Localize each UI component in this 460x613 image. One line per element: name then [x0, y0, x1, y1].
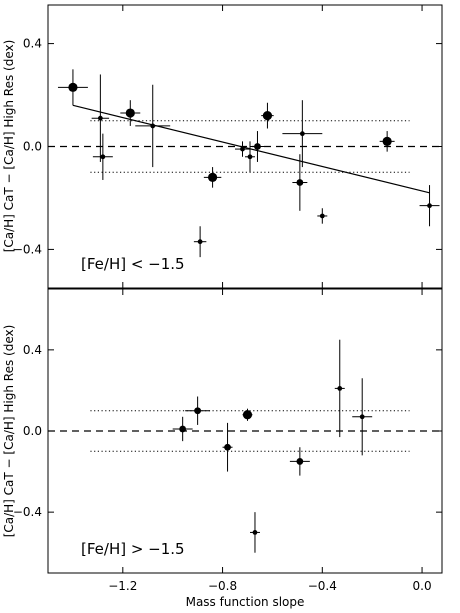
y-tick-label: 0.0: [23, 140, 42, 154]
data-point: [382, 136, 392, 146]
y-tick-label: 0.4: [23, 37, 42, 51]
fit-line: [72, 104, 430, 194]
data-point: [337, 386, 343, 391]
data-point: [207, 172, 218, 182]
panel-metal-rich: 0.4 0.0 −0.4 [Fe/H] > −1.5: [13, 288, 443, 574]
y-tick-label: −0.4: [13, 242, 42, 256]
data-point: [97, 115, 103, 121]
data-point: [240, 146, 245, 152]
data-point: [68, 82, 78, 92]
data-point: [100, 154, 106, 160]
data-point: [296, 458, 304, 465]
data-point: [179, 425, 187, 433]
x-tick-label: −0.8: [208, 579, 237, 593]
data-point: [150, 123, 156, 129]
x-axis-label: Mass function slope: [186, 595, 305, 609]
y-tick-label: 0.0: [23, 424, 42, 438]
data-point: [319, 213, 325, 219]
data-point: [254, 143, 261, 150]
panel-label: [Fe/H] < −1.5: [81, 255, 185, 273]
data-point: [296, 179, 304, 186]
data-point: [197, 239, 203, 245]
y-tick-label: 0.4: [23, 343, 42, 357]
data-point: [359, 414, 365, 420]
y-tick-label: −0.4: [13, 505, 42, 519]
data-point: [252, 530, 258, 535]
data-point: [194, 407, 202, 415]
data-point: [299, 131, 305, 137]
x-tick-label: −0.4: [308, 579, 337, 593]
x-tick-label: −1.2: [108, 579, 137, 593]
data-point: [242, 410, 253, 420]
data-point: [224, 443, 231, 451]
data-point: [247, 154, 253, 160]
panel-metal-poor: 0.4 0.0 −0.4 [Fe/H] < −1.5: [13, 4, 443, 289]
x-axis-tick-labels: −1.2 −0.8 −0.4 0.0: [108, 579, 431, 593]
x-tick-label: 0.0: [413, 579, 432, 593]
y-axis-label-bottom: [Ca/H] CaT − [Ca/H] High Res (dex): [2, 325, 16, 538]
data-point: [125, 108, 135, 118]
panel-label: [Fe/H] > −1.5: [81, 540, 185, 558]
data-point: [262, 111, 273, 121]
data-point: [427, 203, 432, 209]
y-axis-label-top: [Ca/H] CaT − [Ca/H] High Res (dex): [2, 40, 16, 253]
